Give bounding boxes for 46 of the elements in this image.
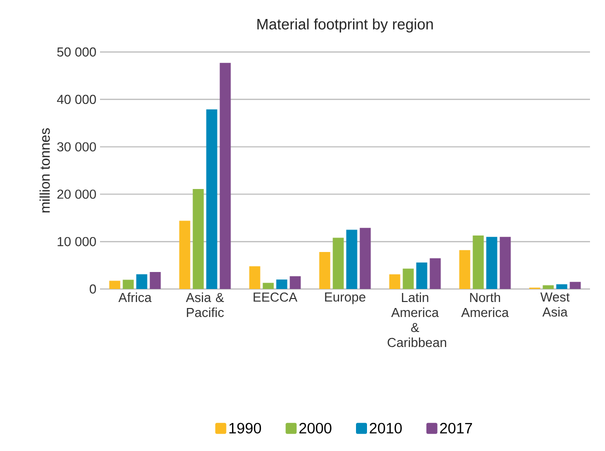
bar [570, 282, 581, 289]
bar [402, 268, 414, 289]
bar [150, 272, 161, 289]
bar [459, 250, 470, 289]
legend-label: 2010 [370, 422, 402, 434]
x-tick-label: West Asia [540, 292, 570, 317]
legend-label: 2017 [440, 422, 472, 434]
legend-label: 1990 [229, 422, 262, 434]
bar [262, 282, 274, 289]
y-tick-label: 50 000 [57, 47, 96, 57]
bar [319, 252, 330, 289]
bar [332, 238, 344, 289]
bar [109, 280, 120, 289]
x-tick-label: Latin America & Caribbean [388, 292, 446, 348]
y-axis-title: million tonnes [40, 128, 50, 212]
bar [416, 262, 428, 289]
bar [136, 274, 148, 289]
bar [360, 228, 371, 289]
bar [206, 109, 218, 289]
x-tick-label: Asia & Pacific [186, 292, 224, 318]
y-tick-label: 40 000 [57, 94, 96, 104]
bar [556, 284, 568, 289]
bar [542, 285, 554, 289]
y-tick-label: 30 000 [57, 142, 96, 152]
bar [346, 230, 358, 289]
bar [290, 276, 301, 289]
bar [430, 258, 441, 289]
bar [486, 236, 498, 289]
x-tick-label: Europe [325, 292, 366, 304]
bar [192, 188, 204, 289]
bar [389, 274, 400, 289]
x-tick-label: Africa [118, 292, 152, 302]
bar [122, 280, 134, 289]
y-tick-label: 0 [90, 284, 96, 294]
bar [179, 220, 190, 289]
y-tick-label: 10 000 [58, 236, 96, 246]
bar [220, 62, 231, 289]
bar [276, 280, 288, 289]
bar [472, 235, 484, 289]
legend-label: 2000 [299, 422, 332, 434]
x-tick-label: EECCA [254, 292, 298, 302]
x-tick-label: North America [461, 292, 509, 318]
y-tick-label: 20 000 [57, 190, 96, 199]
bar [249, 266, 260, 289]
bar [500, 236, 511, 289]
chart-title: Material footprint by region [257, 18, 433, 32]
